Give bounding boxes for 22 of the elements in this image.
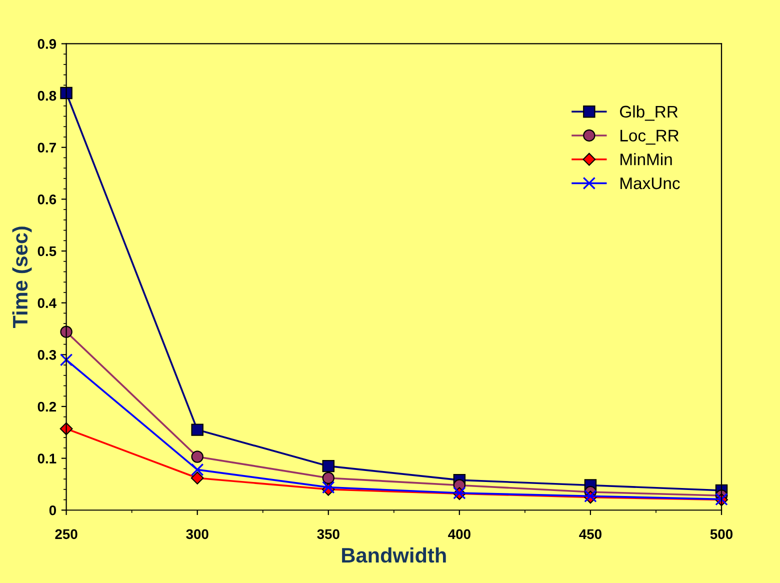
- y-tick-label: 0.2: [38, 402, 56, 412]
- y-tick-label: 0: [49, 505, 56, 516]
- y-axis-title: Time (sec): [12, 226, 32, 328]
- y-tick-label: 0.5: [38, 246, 56, 256]
- x-tick-label: 400: [448, 529, 470, 540]
- y-tick-label: 0.3: [38, 350, 56, 360]
- y-tick-label: 0.7: [38, 142, 56, 153]
- legend-label: MinMin: [620, 153, 672, 166]
- x-tick-label: 350: [317, 529, 340, 540]
- legend-label: MaxUnc: [620, 178, 680, 190]
- legend-label: Loc_RR: [620, 130, 679, 145]
- x-tick-label: 450: [579, 529, 602, 540]
- y-tick-label: 0.8: [38, 90, 56, 101]
- x-axis-title: Bandwidth: [342, 547, 446, 563]
- x-tick-label: 500: [710, 529, 733, 540]
- y-tick-label: 0.6: [38, 194, 56, 204]
- y-tick-label: 0.1: [38, 454, 56, 464]
- legend-label: Glb_RR: [620, 105, 678, 121]
- y-tick-label: 0.4: [38, 298, 57, 308]
- x-tick-label: 250: [55, 529, 78, 540]
- y-tick-label: 0.9: [38, 39, 56, 49]
- x-tick-label: 300: [186, 529, 208, 540]
